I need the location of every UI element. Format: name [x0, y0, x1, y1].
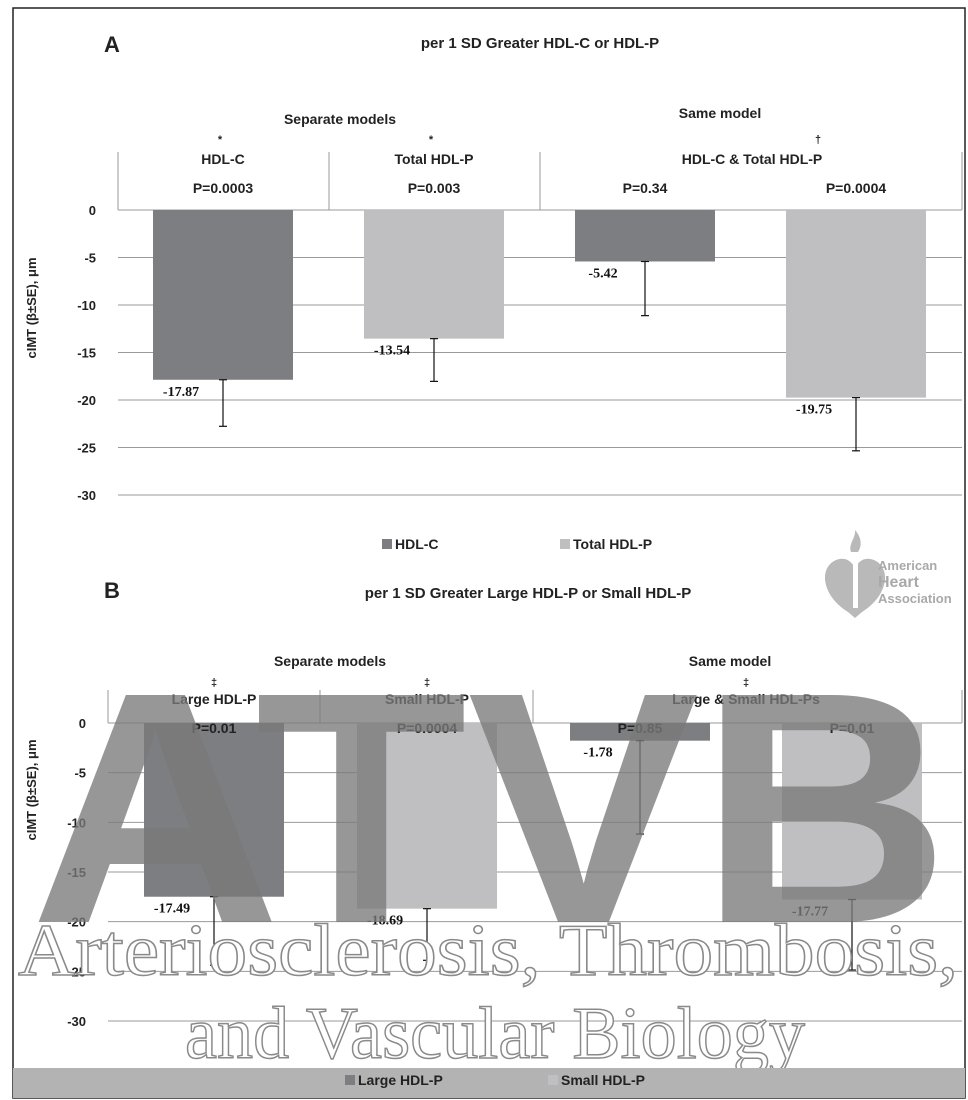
torch-flame	[850, 530, 861, 552]
figure-frame	[12, 7, 966, 1099]
panel-a-column-label: HDL-C	[201, 151, 245, 167]
panel-b-significance-mark: ‡	[211, 677, 217, 689]
panel-b-data-label: -18.69	[367, 914, 403, 929]
panel-b-y-tick-label: -30	[67, 1014, 86, 1029]
panel-b-title: per 1 SD Greater Large HDL-P or Small HD…	[365, 585, 691, 602]
panel-a-significance-mark: *	[429, 134, 434, 146]
panel-a-legend-label: Total HDL-P	[573, 536, 652, 552]
panel-b-data-label: -1.78	[583, 746, 612, 761]
panel-a-column-label: Total HDL-P	[394, 151, 473, 167]
panel-b-y-tick-label: -25	[67, 964, 86, 979]
panel-a-chart: 0 -5 -10 -15 -20 -25 -30 * HDL-C * Total HDL-P † HDL…	[77, 134, 963, 552]
panel-a-data-label: -17.87	[163, 385, 199, 400]
panel-a-p-value: P=0.34	[623, 180, 668, 196]
panel-b-y-axis-label: cIMT (β±SE), μm	[24, 739, 39, 840]
panel-b-p-value: P=0.85	[618, 720, 663, 736]
panel-a-data-label: -13.54	[374, 344, 410, 359]
panel-b-significance-mark: ‡	[424, 677, 430, 689]
torch-handle	[853, 548, 858, 608]
panel-b-legend: Large HDL-P Small HDL-P	[345, 1072, 645, 1088]
panel-b-column-label: Small HDL-P	[385, 691, 469, 707]
aha-name-line3: Association	[878, 591, 952, 606]
panel-a-significance-mark: *	[218, 134, 223, 146]
panel-a-p-value: P=0.0003	[193, 180, 254, 196]
panel-b-legend-label: Small HDL-P	[561, 1072, 645, 1088]
aha-logo: American Heart Association	[824, 530, 952, 618]
panel-a-bar	[364, 210, 504, 339]
panel-b-p-value: P=0.01	[192, 720, 237, 736]
panel-a-bar	[786, 210, 926, 398]
panel-a-bar	[153, 210, 293, 380]
watermark-journal-line2: and Vascular Biology	[185, 993, 805, 1075]
panel-a-p-value: P=0.003	[408, 180, 461, 196]
panel-a-y-tick-label: -5	[84, 251, 96, 266]
panel-a-data-label: -5.42	[588, 266, 617, 281]
panel-b-column-label: Large HDL-P	[172, 691, 257, 707]
panel-a-column-label: HDL-C & Total HDL-P	[682, 151, 823, 167]
panel-b-p-value: P=0.0004	[397, 720, 458, 736]
panel-b-chart: 0 -5 -10 -15 -20 -25 -30 ‡ Large HDL-P ‡ Small HDL…	[67, 677, 963, 1029]
watermark-journal-line1: Arteriosclerosis, Thrombosis,	[18, 910, 958, 992]
panel-b-group-separate: Separate models	[274, 653, 386, 669]
panel-a-y-tick-label: -20	[77, 393, 96, 408]
panel-b-group-same: Same model	[689, 653, 771, 669]
panel-a-legend-swatch	[382, 539, 392, 549]
aha-name-line1: American	[878, 558, 937, 573]
panel-b-column-label: Large & Small HDL-Ps	[672, 691, 820, 707]
panel-a-bar	[575, 210, 715, 262]
panel-b-y-tick-label: -20	[67, 915, 86, 930]
panel-b-y-tick-label: -10	[67, 815, 86, 830]
panel-a-legend-swatch	[560, 539, 570, 549]
panel-a-group-separate: Separate models	[284, 111, 396, 127]
panel-b-significance-mark: ‡	[743, 677, 749, 689]
panel-b-letter: B	[104, 578, 120, 603]
panel-a-data-label: -19.75	[796, 403, 832, 418]
panel-a-y-axis-label: cIMT (β±SE), μm	[24, 257, 39, 358]
panel-b-data-label: -17.49	[154, 902, 190, 917]
panel-b-data-label: -17.77	[792, 905, 828, 920]
panel-a-y-tick-label: 0	[89, 203, 96, 218]
watermark-band	[13, 1068, 965, 1098]
panel-a-legend-label: HDL-C	[395, 536, 439, 552]
panel-a-group-same: Same model	[679, 105, 761, 121]
panel-b-y-tick-label: -5	[74, 766, 86, 781]
panel-a-y-tick-label: -25	[77, 441, 96, 456]
aha-name-line2: Heart	[878, 574, 920, 591]
panel-b-bar	[144, 723, 284, 897]
panel-a-p-value: P=0.0004	[826, 180, 887, 196]
panel-b-p-value: P=0.01	[830, 720, 875, 736]
journal-watermark: ATVB	[30, 623, 950, 992]
panel-a-y-tick-label: -15	[77, 346, 96, 361]
panel-a-y-tick-label: -10	[77, 298, 96, 313]
panel-a-title: per 1 SD Greater HDL-C or HDL-P	[421, 35, 659, 52]
panel-b-legend-label: Large HDL-P	[358, 1072, 443, 1088]
panel-b-y-tick-label: 0	[79, 716, 86, 731]
panel-b-legend-swatch	[345, 1075, 355, 1085]
panel-b-bar	[782, 723, 922, 900]
panel-b-legend-swatch	[548, 1075, 558, 1085]
panel-a-letter: A	[104, 32, 120, 57]
panel-a-y-tick-label: -30	[77, 488, 96, 503]
watermark-logo: ATVB	[30, 623, 950, 992]
panel-b-y-tick-label: -15	[67, 865, 86, 880]
panel-a-significance-mark: †	[815, 134, 821, 146]
panel-b-bar	[570, 723, 710, 741]
panel-b-bar	[357, 723, 497, 909]
